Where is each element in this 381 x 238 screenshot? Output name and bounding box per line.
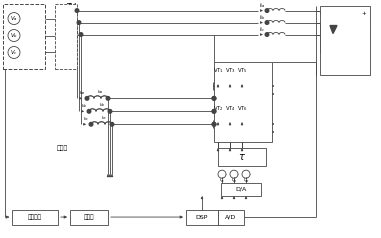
Circle shape <box>75 9 79 12</box>
Circle shape <box>218 170 226 178</box>
Circle shape <box>77 21 81 24</box>
Text: $I_{ca}^*$: $I_{ca}^*$ <box>243 176 249 186</box>
Text: $I_{ca}$: $I_{ca}$ <box>78 89 85 97</box>
Text: +: + <box>362 11 367 16</box>
Bar <box>221 183 261 196</box>
Text: $I_{cb}$: $I_{cb}$ <box>81 103 87 110</box>
Text: $I_{cb}$: $I_{cb}$ <box>99 102 106 109</box>
Polygon shape <box>330 25 337 34</box>
Circle shape <box>89 123 93 126</box>
Circle shape <box>212 97 216 100</box>
Circle shape <box>242 170 250 178</box>
Circle shape <box>265 33 269 36</box>
Text: $I_{la}$: $I_{la}$ <box>259 1 265 10</box>
Text: VT$_6$: VT$_6$ <box>237 104 248 113</box>
Circle shape <box>265 21 269 24</box>
Circle shape <box>8 13 20 25</box>
Text: $V_a$: $V_a$ <box>10 14 18 23</box>
Circle shape <box>8 30 20 41</box>
Text: VT$_1$: VT$_1$ <box>213 66 224 75</box>
Text: $\tau$: $\tau$ <box>238 152 246 162</box>
Text: $I_{lb}$: $I_{lb}$ <box>259 13 265 22</box>
Bar <box>218 148 266 166</box>
Bar <box>186 210 218 225</box>
Bar <box>55 4 77 69</box>
Text: VT$_5$: VT$_5$ <box>237 66 247 75</box>
Text: D/A: D/A <box>235 187 247 192</box>
Text: 过零检测: 过零检测 <box>28 214 42 220</box>
Text: $V_c$: $V_c$ <box>10 48 18 57</box>
Text: VT$_2$: VT$_2$ <box>213 104 223 113</box>
Circle shape <box>79 33 83 36</box>
Bar <box>12 210 58 225</box>
Circle shape <box>87 109 91 113</box>
Text: 继电器: 继电器 <box>56 145 67 151</box>
Text: TV: TV <box>67 3 77 12</box>
Text: $I_{cc}^*$: $I_{cc}^*$ <box>219 176 225 186</box>
Bar <box>320 5 370 75</box>
Text: $I_{ca}$: $I_{ca}$ <box>97 89 103 96</box>
Text: $I_{lc}$: $I_{lc}$ <box>259 25 265 34</box>
Text: $I_{cb}^*$: $I_{cb}^*$ <box>231 176 237 186</box>
Circle shape <box>212 97 216 100</box>
Text: VT$_4$: VT$_4$ <box>224 104 235 113</box>
Text: VT$_3$: VT$_3$ <box>224 66 235 75</box>
Text: DSP: DSP <box>196 214 208 219</box>
Bar <box>3 4 45 69</box>
Text: $I_{cc}$: $I_{cc}$ <box>83 115 89 123</box>
Circle shape <box>85 97 89 100</box>
Circle shape <box>212 109 216 113</box>
Circle shape <box>212 123 216 126</box>
Text: $I_{cc}$: $I_{cc}$ <box>101 114 107 122</box>
Text: 锁相环: 锁相环 <box>84 214 94 220</box>
Bar <box>214 62 272 142</box>
Bar <box>218 210 244 225</box>
Circle shape <box>110 123 114 126</box>
Circle shape <box>108 109 112 113</box>
Text: A/D: A/D <box>226 214 237 219</box>
Circle shape <box>212 123 216 126</box>
Circle shape <box>265 9 269 12</box>
Bar <box>70 210 108 225</box>
Circle shape <box>8 46 20 59</box>
Circle shape <box>106 97 110 100</box>
Circle shape <box>230 170 238 178</box>
Circle shape <box>212 109 216 113</box>
Text: $V_b$: $V_b$ <box>10 31 18 40</box>
